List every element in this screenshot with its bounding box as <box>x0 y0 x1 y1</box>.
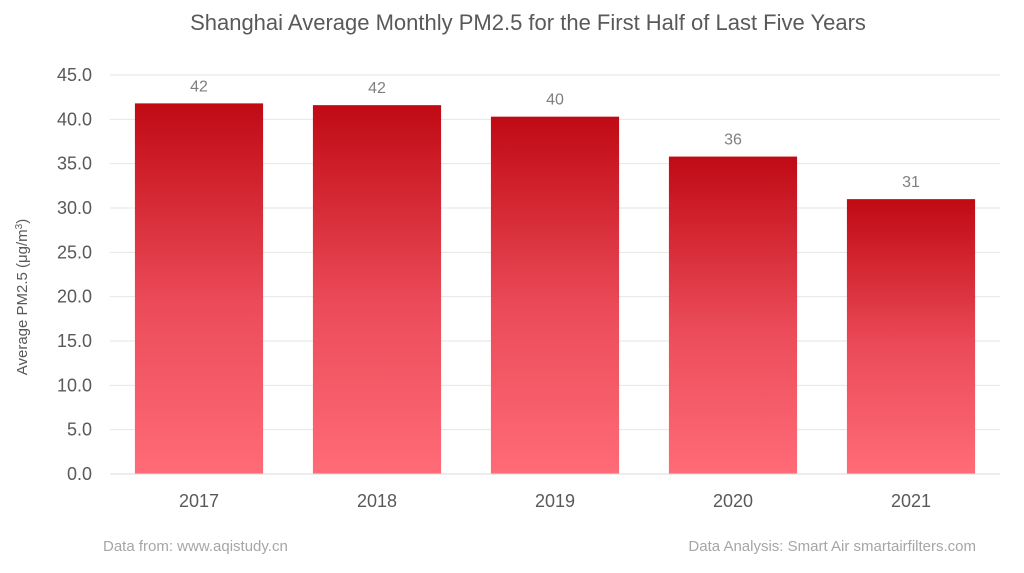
y-tick-label: 30.0 <box>57 198 92 218</box>
x-category-label: 2020 <box>713 491 753 511</box>
y-tick-label: 35.0 <box>57 154 92 174</box>
bar-2019 <box>490 116 620 474</box>
data-label-2020: 36 <box>724 132 742 149</box>
data-label-2019: 40 <box>546 92 564 109</box>
bars <box>134 103 976 474</box>
footer-source: Data from: www.aqistudy.cn <box>103 538 288 555</box>
chart-title: Shanghai Average Monthly PM2.5 for the F… <box>190 10 866 35</box>
y-tick-label: 40.0 <box>57 109 92 129</box>
y-axis-label: Average PM2.5 (μg/m3) <box>14 219 32 376</box>
bar-2021 <box>846 199 976 474</box>
data-labels: 42 42 40 36 31 <box>190 78 920 191</box>
data-label-2018: 42 <box>368 80 386 97</box>
y-tick-label: 25.0 <box>57 242 92 262</box>
x-axis-categories: 2017 2018 2019 2020 2021 <box>179 491 931 511</box>
y-tick-label: 5.0 <box>67 420 92 440</box>
bar-2018 <box>312 105 442 474</box>
y-axis-ticks: 0.0 5.0 10.0 15.0 20.0 25.0 30.0 35.0 40.0 45.0 <box>57 65 92 484</box>
y-tick-label: 20.0 <box>57 287 92 307</box>
footer-analysis: Data Analysis: Smart Air smartairfilters… <box>688 538 976 555</box>
y-tick-label: 0.0 <box>67 464 92 484</box>
y-tick-label: 10.0 <box>57 375 92 395</box>
bar-2020 <box>668 156 798 474</box>
x-category-label: 2017 <box>179 491 219 511</box>
x-category-label: 2019 <box>535 491 575 511</box>
data-label-2017: 42 <box>190 78 208 95</box>
y-tick-label: 45.0 <box>57 65 92 85</box>
y-tick-label: 15.0 <box>57 331 92 351</box>
data-label-2021: 31 <box>902 174 920 191</box>
bar-2017 <box>134 103 264 474</box>
x-category-label: 2018 <box>357 491 397 511</box>
x-category-label: 2021 <box>891 491 931 511</box>
